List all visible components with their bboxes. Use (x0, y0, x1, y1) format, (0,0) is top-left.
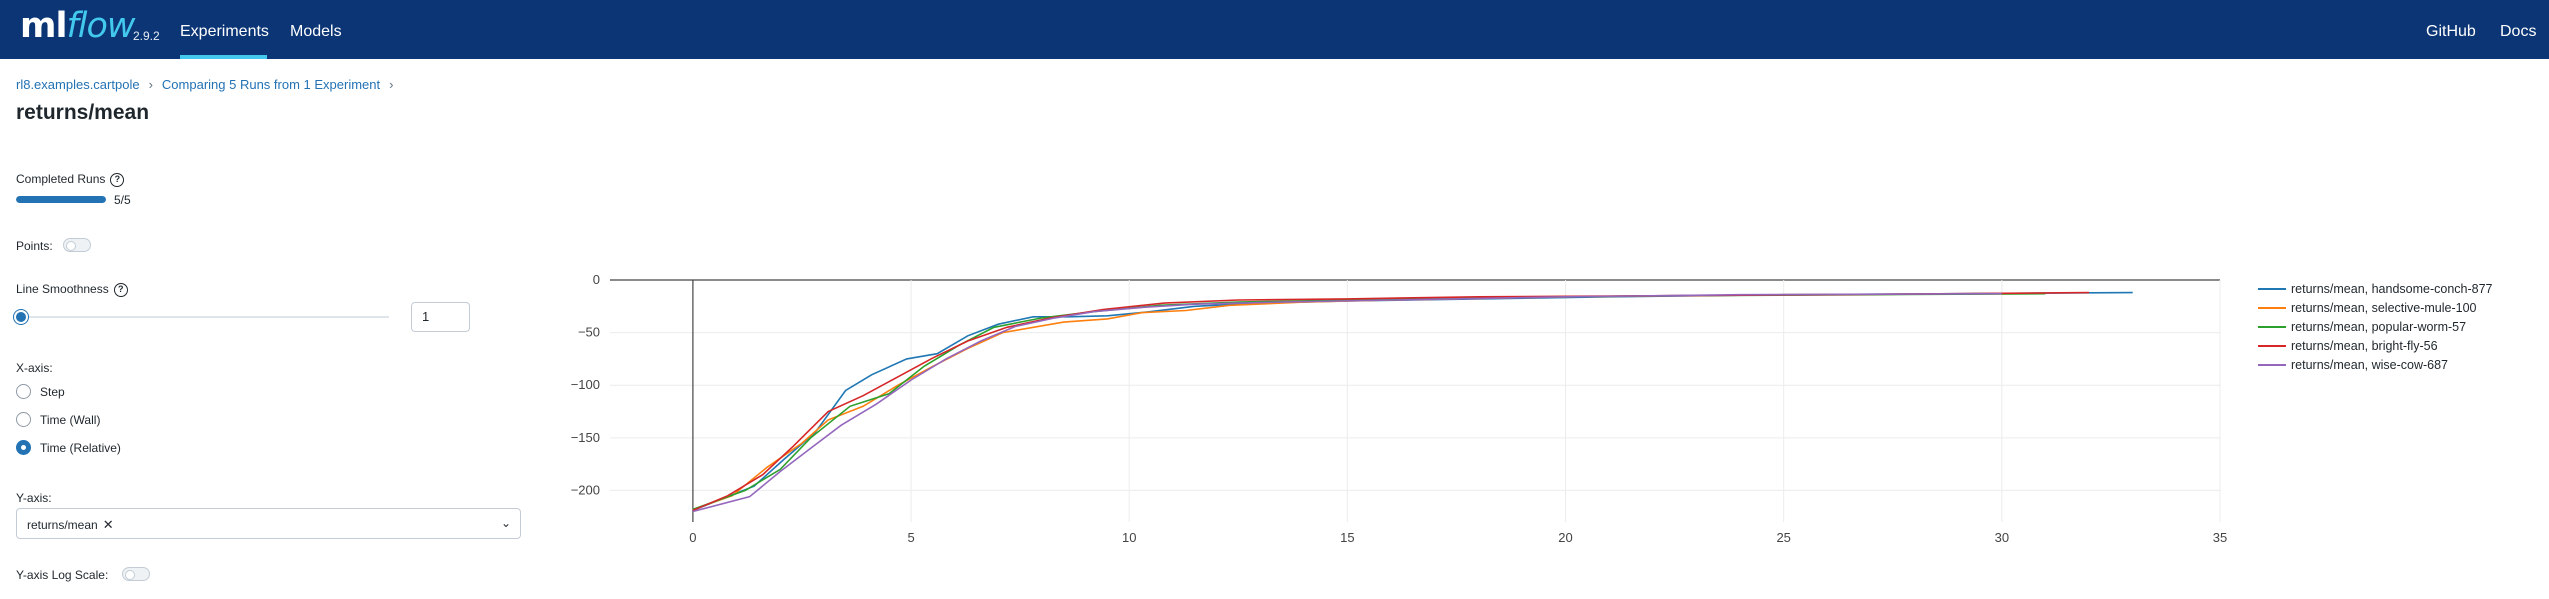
x-tick-label: 15 (1340, 530, 1354, 545)
completed-runs-label: Completed Runs? (16, 172, 125, 187)
legend-label: returns/mean, wise-cow-687 (2291, 358, 2449, 372)
version-label: 2.9.2 (133, 29, 160, 43)
legend-item[interactable]: returns/mean, selective-mule-100 (2258, 299, 2493, 318)
xaxis-option-time-relative[interactable]: Time (Relative) (16, 440, 121, 455)
points-label: Points: (16, 239, 53, 253)
xaxis-label: X-axis: (16, 361, 53, 375)
radio-button[interactable] (16, 384, 31, 399)
legend-label: returns/mean, bright-fly-56 (2291, 339, 2438, 353)
close-icon[interactable]: ✕ (102, 517, 114, 532)
breadcrumb-separator: › (148, 77, 153, 92)
legend-swatch (2258, 288, 2286, 290)
github-link[interactable]: GitHub (2426, 23, 2476, 40)
question-circle-icon[interactable]: ? (113, 283, 128, 297)
y-tick-label: −50 (578, 325, 600, 340)
series-line (692, 291, 2133, 512)
x-tick-label: 0 (689, 530, 696, 545)
x-tick-label: 25 (1776, 530, 1790, 545)
legend-item[interactable]: returns/mean, bright-fly-56 (2258, 337, 2493, 356)
series-line (692, 291, 2090, 512)
nav-experiments[interactable]: Experiments (180, 0, 269, 59)
radio-button[interactable] (16, 412, 31, 427)
metrics-line-chart[interactable]: 0 −50 −100 −150 −200 0 5 10 15 20 25 30 35 (540, 260, 2230, 570)
xaxis-option-step[interactable]: Step (16, 384, 65, 399)
chart-legend: returns/mean, handsome-conch-877 returns/… (2258, 280, 2493, 375)
yaxis-select[interactable]: returns/mean ✕ ⌄ (16, 508, 521, 539)
legend-item[interactable]: returns/mean, popular-worm-57 (2258, 318, 2493, 337)
x-tick-label: 10 (1122, 530, 1136, 545)
mlflow-logo[interactable]: mlflow (20, 6, 136, 46)
completed-runs-count: 5/5 (114, 193, 131, 207)
progress-fill (16, 196, 106, 203)
breadcrumb-separator: › (389, 77, 394, 92)
page-title: returns/mean (16, 101, 150, 124)
legend-swatch (2258, 364, 2286, 366)
smoothness-slider-handle[interactable] (14, 310, 28, 324)
smoothness-slider-track[interactable] (21, 316, 389, 318)
legend-swatch (2258, 307, 2286, 309)
smoothness-input[interactable]: 1 (411, 302, 470, 332)
yaxis-tag: returns/mean ✕ (27, 517, 114, 532)
legend-label: returns/mean, selective-mule-100 (2291, 301, 2477, 315)
yaxis-label: Y-axis: (16, 491, 52, 505)
chevron-down-icon[interactable]: ⌄ (500, 516, 511, 530)
x-tick-label: 35 (2213, 530, 2227, 545)
yaxis-log-scale-toggle[interactable] (122, 567, 150, 581)
docs-link[interactable]: Docs (2500, 23, 2537, 40)
question-circle-icon[interactable]: ? (110, 173, 125, 187)
nav-models[interactable]: Models (290, 23, 342, 40)
legend-label: returns/mean, handsome-conch-877 (2291, 282, 2493, 296)
xaxis-option-time-wall[interactable]: Time (Wall) (16, 412, 100, 427)
line-smoothness-label: Line Smoothness? (16, 282, 128, 297)
y-tick-label: 0 (593, 272, 600, 287)
breadcrumb-experiment-link[interactable]: rl8.examples.cartpole (16, 77, 140, 92)
radio-button-selected[interactable] (16, 440, 31, 455)
top-nav-bar: mlflow 2.9.2 Experiments Models GitHub D… (0, 0, 2549, 59)
yaxis-log-scale-label: Y-axis Log Scale: (16, 568, 109, 582)
breadcrumb-compare-link[interactable]: Comparing 5 Runs from 1 Experiment (161, 77, 381, 92)
y-tick-label: −150 (571, 430, 600, 445)
legend-swatch (2258, 345, 2286, 347)
legend-swatch (2258, 326, 2286, 328)
legend-item[interactable]: returns/mean, wise-cow-687 (2258, 356, 2493, 375)
completed-runs-progress-bar (16, 196, 106, 203)
x-tick-label: 20 (1558, 530, 1572, 545)
series-line (692, 292, 2002, 513)
series-line (692, 292, 2046, 511)
legend-item[interactable]: returns/mean, handsome-conch-877 (2258, 280, 2493, 299)
x-tick-label: 30 (1995, 530, 2009, 545)
points-toggle[interactable] (63, 238, 91, 252)
breadcrumb: rl8.examples.cartpole › Comparing 5 Runs f… (16, 77, 402, 92)
y-tick-label: −200 (571, 482, 600, 497)
legend-label: returns/mean, popular-worm-57 (2291, 320, 2467, 334)
y-tick-label: −100 (571, 377, 600, 392)
x-tick-label: 5 (907, 530, 914, 545)
series-line (692, 292, 2046, 511)
